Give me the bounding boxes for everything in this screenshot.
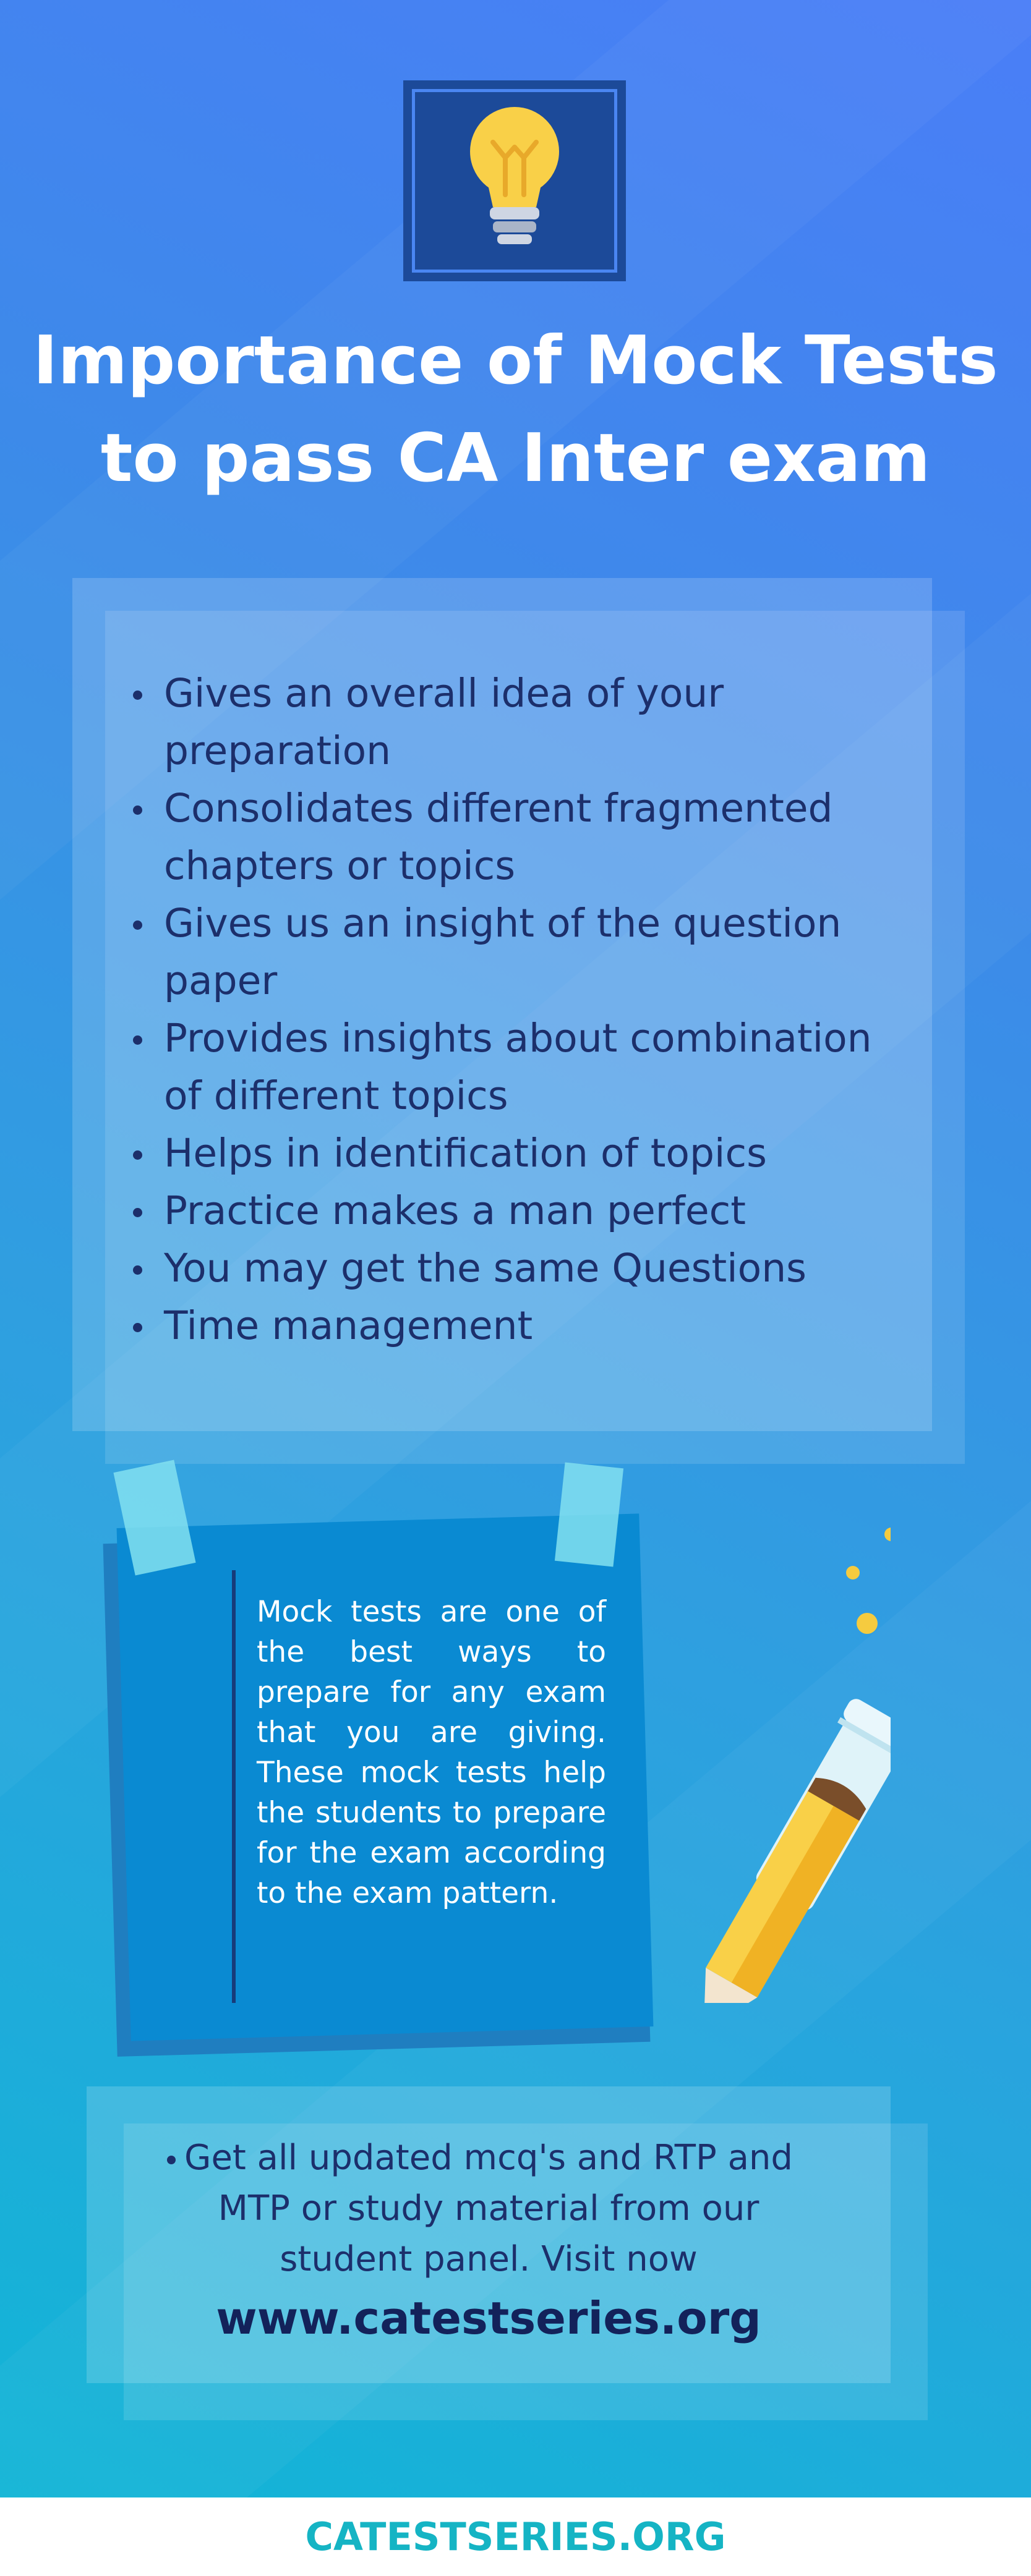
- lightbulb-icon-frame: [403, 80, 626, 281]
- pencil-icon: [703, 1528, 891, 2003]
- cta-panel-shadow: [124, 2123, 928, 2420]
- list-item: Gives us an insight of the question pape…: [133, 895, 906, 1010]
- list-item: Time management: [133, 1297, 906, 1354]
- note-text: Mock tests are one of the best ways to p…: [257, 1595, 606, 1910]
- title-line-1: Importance of Mock Tests: [33, 322, 998, 399]
- list-item: Helps in identification of topics: [133, 1124, 906, 1182]
- note-accent-line: [232, 1570, 236, 2003]
- footer-brand: CATESTSERIES.ORG: [305, 2514, 726, 2559]
- infographic-background: [0, 0, 1031, 2497]
- tape-strip-right: [554, 1462, 624, 1567]
- points-list: Gives an overall idea of your preparatio…: [133, 665, 906, 1354]
- list-item: You may get the same Questions: [133, 1239, 906, 1297]
- page-title: Importance of Mock Tests to pass CA Inte…: [0, 312, 1031, 508]
- cta-bullet: [167, 2156, 176, 2164]
- list-item: Provides insights about combination of d…: [133, 1010, 906, 1124]
- list-item: Practice makes a man perfect: [133, 1182, 906, 1239]
- list-item: Consolidates different fragmented chapte…: [133, 780, 906, 895]
- title-line-2: to pass CA Inter exam: [100, 420, 931, 497]
- list-item: Gives an overall idea of your preparatio…: [133, 665, 906, 780]
- points-panel-shadow: [105, 611, 965, 1464]
- lightbulb-icon: [470, 107, 559, 244]
- points-panel: [72, 578, 932, 1431]
- cta-panel: [87, 2086, 891, 2383]
- cta-text: Get all updated mcq's and RTP and MTP or…: [184, 2138, 793, 2279]
- footer-bar: CATESTSERIES.ORG: [0, 2497, 1031, 2576]
- website-link[interactable]: www.catestseries.org: [216, 2292, 761, 2344]
